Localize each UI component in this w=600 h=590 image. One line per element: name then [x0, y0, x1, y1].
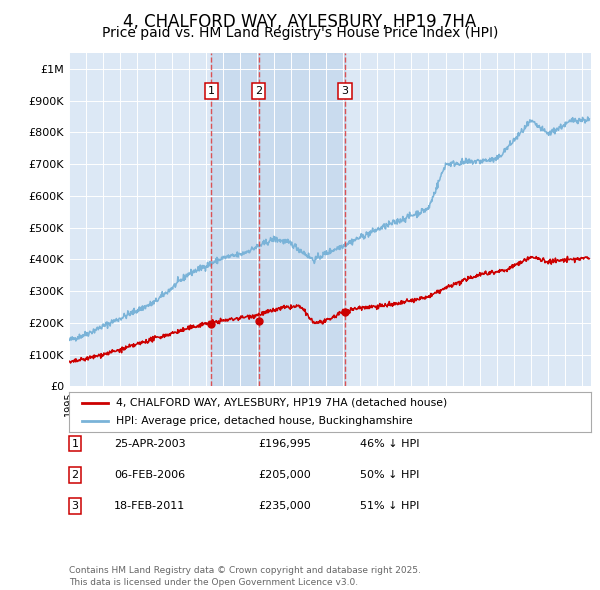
Text: 1: 1	[208, 86, 215, 96]
Bar	[259, 53, 345, 386]
Text: 1: 1	[71, 439, 79, 448]
Text: £205,000: £205,000	[258, 470, 311, 480]
Text: £196,995: £196,995	[258, 439, 311, 448]
Text: 51% ↓ HPI: 51% ↓ HPI	[360, 502, 419, 511]
Text: 46% ↓ HPI: 46% ↓ HPI	[360, 439, 419, 448]
Text: 2: 2	[255, 86, 262, 96]
Text: 18-FEB-2011: 18-FEB-2011	[114, 502, 185, 511]
Text: 50% ↓ HPI: 50% ↓ HPI	[360, 470, 419, 480]
Text: £235,000: £235,000	[258, 502, 311, 511]
Text: 3: 3	[341, 86, 349, 96]
Text: 4, CHALFORD WAY, AYLESBURY, HP19 7HA (detached house): 4, CHALFORD WAY, AYLESBURY, HP19 7HA (de…	[116, 398, 447, 408]
Text: 25-APR-2003: 25-APR-2003	[114, 439, 185, 448]
Text: 2: 2	[71, 470, 79, 480]
Text: 06-FEB-2006: 06-FEB-2006	[114, 470, 185, 480]
Text: 4, CHALFORD WAY, AYLESBURY, HP19 7HA: 4, CHALFORD WAY, AYLESBURY, HP19 7HA	[124, 13, 476, 31]
Text: Contains HM Land Registry data © Crown copyright and database right 2025.
This d: Contains HM Land Registry data © Crown c…	[69, 566, 421, 587]
Bar	[211, 53, 259, 386]
Text: HPI: Average price, detached house, Buckinghamshire: HPI: Average price, detached house, Buck…	[116, 417, 413, 427]
Text: 3: 3	[71, 502, 79, 511]
Text: Price paid vs. HM Land Registry's House Price Index (HPI): Price paid vs. HM Land Registry's House …	[102, 26, 498, 40]
